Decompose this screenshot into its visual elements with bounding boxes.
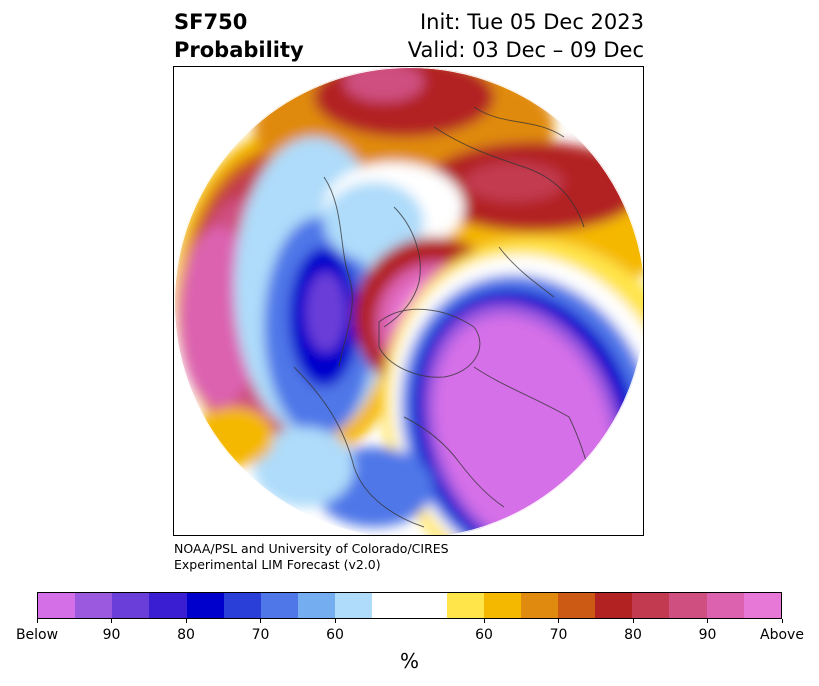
colorbar-tick-label: 80	[177, 627, 195, 643]
colorbar-tick-label: 80	[624, 627, 642, 643]
colorbar	[37, 592, 782, 619]
colorbar-unit: %	[399, 649, 419, 673]
colorbar-segment	[557, 593, 596, 618]
valid-range: Valid: 03 Dec – 09 Dec	[407, 38, 644, 62]
colorbar-segment	[372, 593, 410, 618]
colorbar-tick-mark	[632, 619, 634, 623]
colorbar-segment	[520, 593, 558, 618]
colorbar-tick-label: 90	[698, 627, 717, 643]
credit-text: NOAA/PSL and University of Colorado/CIRE…	[174, 541, 449, 573]
colorbar-tick-label: Above	[760, 627, 804, 643]
credit-line-1: NOAA/PSL and University of Colorado/CIRE…	[174, 541, 449, 556]
colorbar-tick-label: Below	[15, 627, 59, 643]
product-subtitle: Probability	[174, 38, 304, 62]
colorbar-tick-label: 70	[549, 627, 568, 643]
colorbar-tick-mark	[185, 619, 187, 623]
colorbar-segment	[595, 593, 633, 618]
colorbar-segment	[38, 593, 76, 618]
colorbar-tick-label: 90	[102, 627, 121, 643]
polar-map	[173, 66, 644, 536]
colorbar-tick-mark	[707, 619, 708, 623]
colorbar-segment	[149, 593, 187, 618]
colorbar-segment	[632, 593, 670, 618]
product-name: SF750	[174, 10, 248, 34]
colorbar-tick-label: 70	[251, 627, 270, 643]
colorbar-segment	[186, 593, 224, 618]
colorbar-segment	[223, 593, 261, 618]
title-left: SF750 Probability	[174, 8, 304, 64]
colorbar-segment	[743, 593, 781, 618]
colorbar-tick-mark	[260, 619, 261, 623]
init-date: Init: Tue 05 Dec 2023	[419, 10, 644, 34]
credit-line-2: Experimental LIM Forecast (v2.0)	[174, 557, 381, 572]
colorbar-segment	[409, 593, 447, 618]
colorbar-segment	[483, 593, 521, 618]
colorbar-segment	[706, 593, 744, 618]
colorbar-tick-mark	[36, 619, 38, 623]
colorbar-tick-mark	[558, 619, 559, 623]
colorbar-tick-mark	[334, 619, 336, 623]
probability-field	[174, 67, 643, 535]
colorbar-segment	[669, 593, 707, 618]
colorbar-tick-label: 60	[475, 627, 493, 643]
colorbar-tick-mark	[483, 619, 485, 623]
colorbar-segment	[297, 593, 336, 618]
colorbar-segment	[75, 593, 113, 618]
colorbar-tick-label: 60	[326, 627, 344, 643]
colorbar-segment	[112, 593, 150, 618]
colorbar-tick-mark	[781, 619, 783, 623]
colorbar-tick-mark	[111, 619, 112, 623]
colorbar-segment	[260, 593, 298, 618]
colorbar-segment	[446, 593, 484, 618]
title-right: Init: Tue 05 Dec 2023 Valid: 03 Dec – 09…	[408, 8, 644, 64]
colorbar-segment	[335, 593, 373, 618]
